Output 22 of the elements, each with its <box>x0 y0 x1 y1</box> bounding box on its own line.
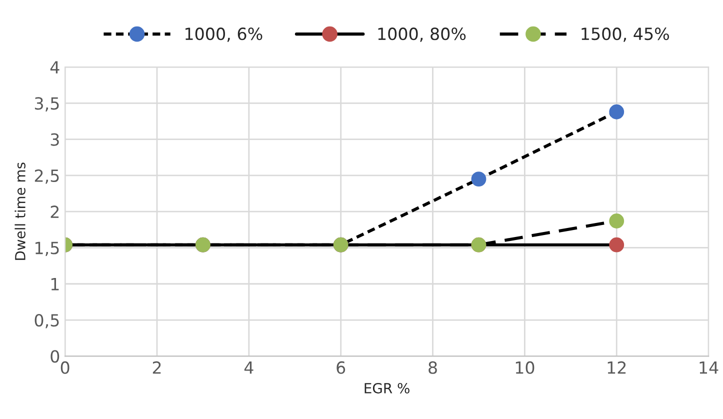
y-tick-label: 0,5 <box>34 314 59 328</box>
y-tick-label: 2 <box>50 206 59 218</box>
x-axis-title: EGR % <box>364 382 410 394</box>
x-tick-label: 14 <box>700 362 718 374</box>
x-tick-label: 6 <box>336 361 346 374</box>
x-tick-label: 8 <box>428 361 437 374</box>
x-tick-label: 0 <box>60 361 70 374</box>
x-tick-label: 4 <box>244 362 254 374</box>
x-tick-label: 12 <box>608 361 626 374</box>
legend-label: 1500, 45% <box>582 28 669 42</box>
legend-label: 1000, 80% <box>378 28 466 42</box>
y-axis-title: Dwell time ms <box>14 162 26 260</box>
x-tick-label: 10 <box>516 361 534 374</box>
y-tick-label: 3,5 <box>34 97 59 112</box>
y-tick-label: 1,5 <box>36 242 59 256</box>
y-tick-label: 1 <box>51 278 59 290</box>
x-tick-label: 2 <box>152 361 161 374</box>
y-tick-label: 0 <box>50 350 60 363</box>
y-tick-label: 4 <box>50 61 60 74</box>
y-tick-label: 3 <box>50 133 59 146</box>
legend-label: 1000, 6% <box>186 28 262 42</box>
y-tick-label: 2,5 <box>34 169 59 184</box>
